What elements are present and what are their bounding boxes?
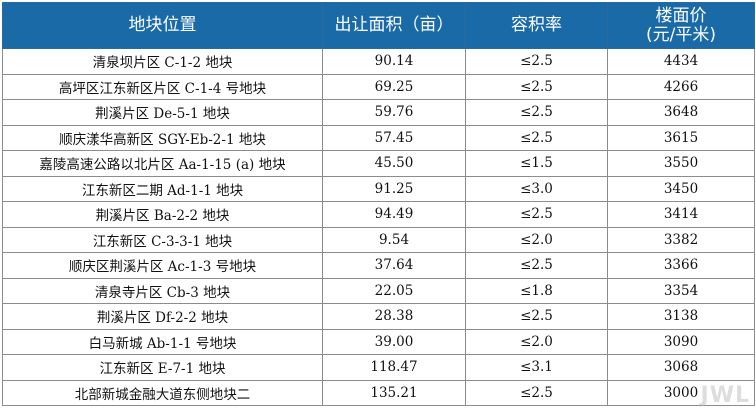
cell-far: ≤2.5 [465, 124, 608, 151]
cell-far: ≤2.0 [465, 328, 608, 355]
cell-far: ≤2.0 [465, 226, 608, 253]
cell-location: 白马新城 Ab-1-1 号地块 [2, 328, 323, 355]
cell-location: 顺庆区荆溪片区 Ac-1-3 号地块 [2, 252, 323, 279]
cell-area: 59.76 [322, 99, 466, 126]
cell-location: 江东新区二期 Ad-1-1 地块 [2, 175, 323, 202]
cell-far: ≤2.5 [465, 252, 608, 279]
table-row: 荆溪片区 De-5-1 地块 59.76 ≤2.5 3648 [2, 99, 755, 126]
cell-far: ≤2.5 [465, 48, 608, 75]
header-far: 容积率 [465, 2, 608, 49]
cell-location: 荆溪片区 De-5-1 地块 [2, 99, 323, 126]
cell-price: 3000 [607, 379, 755, 406]
header-area: 出让面积（亩） [322, 2, 466, 49]
table-row: 荆溪片区 Ba-2-2 地块 94.49 ≤2.5 3414 [2, 201, 755, 228]
cell-far: ≤1.8 [465, 277, 608, 304]
table-row: 白马新城 Ab-1-1 号地块 39.00 ≤2.0 3090 [2, 328, 755, 355]
header-price-line1: 楼面价 [655, 5, 707, 26]
cell-price: 3550 [607, 150, 755, 177]
cell-location: 荆溪片区 Ba-2-2 地块 [2, 201, 323, 228]
cell-location: 清泉坝片区 C-1-2 地块 [2, 48, 323, 75]
header-price-line2: (元/平米) [646, 24, 716, 45]
cell-price: 3382 [607, 226, 755, 253]
cell-price: 3354 [607, 277, 755, 304]
cell-location: 嘉陵高速公路以北片区 Aa-1-15 (a) 地块 [2, 150, 323, 177]
table-row: 顺庆漾华高新区 SGY-Eb-2-1 地块 57.45 ≤2.5 3615 [2, 124, 755, 151]
cell-far: ≤1.5 [465, 150, 608, 177]
cell-far: ≤2.5 [465, 73, 608, 100]
header-location: 地块位置 [2, 2, 323, 49]
table-row: 清泉寺片区 Cb-3 地块 22.05 ≤1.8 3354 [2, 277, 755, 304]
cell-far: ≤2.5 [465, 379, 608, 406]
cell-price: 3068 [607, 354, 755, 381]
table-row: 江东新区二期 Ad-1-1 地块 91.25 ≤3.0 3450 [2, 175, 755, 202]
cell-area: 45.50 [322, 150, 466, 177]
table-row: 北部新城金融大道东侧地块二 135.21 ≤2.5 3000 [2, 379, 755, 406]
cell-far: ≤3.0 [465, 175, 608, 202]
cell-location: 北部新城金融大道东侧地块二 [2, 379, 323, 406]
cell-location: 江东新区 C-3-3-1 地块 [2, 226, 323, 253]
cell-location: 清泉寺片区 Cb-3 地块 [2, 277, 323, 304]
cell-location: 顺庆漾华高新区 SGY-Eb-2-1 地块 [2, 124, 323, 151]
cell-location: 高坪区江东新区片区 C-1-4 号地块 [2, 73, 323, 100]
cell-area: 39.00 [322, 328, 466, 355]
header-price: 楼面价 (元/平米) [607, 2, 755, 49]
cell-area: 22.05 [322, 277, 466, 304]
cell-location: 荆溪片区 Df-2-2 地块 [2, 303, 323, 330]
cell-area: 91.25 [322, 175, 466, 202]
cell-price: 3090 [607, 328, 755, 355]
cell-far: ≤2.5 [465, 99, 608, 126]
cell-area: 118.47 [322, 354, 466, 381]
table-row: 荆溪片区 Df-2-2 地块 28.38 ≤2.5 3138 [2, 303, 755, 330]
table-row: 江东新区 C-3-3-1 地块 9.54 ≤2.0 3382 [2, 226, 755, 253]
cell-area: 94.49 [322, 201, 466, 228]
header-row: 地块位置 出让面积（亩） 容积率 楼面价 (元/平米) [2, 2, 755, 49]
table-row: 顺庆区荆溪片区 Ac-1-3 号地块 37.64 ≤2.5 3366 [2, 252, 755, 279]
cell-price: 4266 [607, 73, 755, 100]
cell-area: 37.64 [322, 252, 466, 279]
cell-price: 4434 [607, 48, 755, 75]
cell-price: 3366 [607, 252, 755, 279]
cell-price: 3414 [607, 201, 755, 228]
cell-area: 9.54 [322, 226, 466, 253]
cell-area: 28.38 [322, 303, 466, 330]
cell-far: ≤2.5 [465, 303, 608, 330]
cell-far: ≤3.1 [465, 354, 608, 381]
cell-area: 135.21 [322, 379, 466, 406]
cell-price: 3648 [607, 99, 755, 126]
cell-price: 3138 [607, 303, 755, 330]
cell-far: ≤2.5 [465, 201, 608, 228]
table-row: 清泉坝片区 C-1-2 地块 90.14 ≤2.5 4434 [2, 48, 755, 75]
table-row: 嘉陵高速公路以北片区 Aa-1-15 (a) 地块 45.50 ≤1.5 3550 [2, 150, 755, 177]
table-row: 高坪区江东新区片区 C-1-4 号地块 69.25 ≤2.5 4266 [2, 73, 755, 100]
cell-area: 57.45 [322, 124, 466, 151]
cell-price: 3450 [607, 175, 755, 202]
cell-location: 江东新区 E-7-1 地块 [2, 354, 323, 381]
cell-area: 69.25 [322, 73, 466, 100]
cell-area: 90.14 [322, 48, 466, 75]
table-row: 江东新区 E-7-1 地块 118.47 ≤3.1 3068 [2, 354, 755, 381]
cell-price: 3615 [607, 124, 755, 151]
